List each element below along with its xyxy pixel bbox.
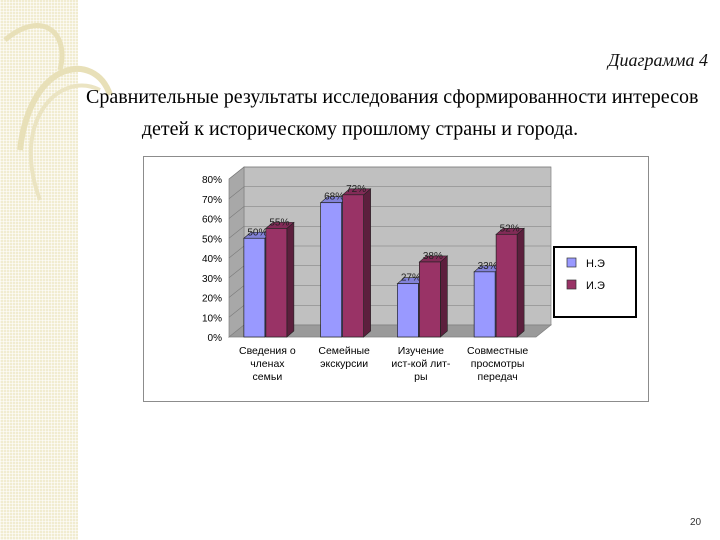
y-tick-label: 20% [202, 294, 222, 305]
data-label: 38% [423, 251, 443, 262]
x-category-label: Совместные [467, 345, 528, 357]
gridline [228, 166, 551, 180]
chart-frame: 0% 10% 20% 30% 40% 50% 60% 70% 80% 50% 55% Сведения… [143, 156, 649, 402]
bar [419, 261, 441, 338]
bar-side [286, 221, 295, 338]
y-tick-label: 30% [202, 274, 222, 285]
bar-side [363, 188, 371, 338]
x-category-label: Семейные [318, 345, 370, 357]
bar [265, 228, 288, 338]
diagram-label: Диаграмма 4 [608, 50, 708, 70]
bar [473, 271, 496, 338]
bar [495, 233, 518, 338]
data-label: 33% [478, 261, 498, 272]
bar-side [440, 255, 448, 338]
x-category-label: передач [478, 371, 518, 383]
y-tick-label: 0% [208, 333, 223, 344]
bar [243, 237, 266, 338]
data-label: 27% [401, 273, 421, 284]
gridline [228, 206, 551, 219]
x-category-label: членах [250, 358, 285, 370]
y-tick-label: 80% [202, 175, 222, 186]
bar-side [516, 227, 525, 338]
y-tick-label: 50% [202, 234, 222, 245]
page-number: 20 [690, 517, 702, 528]
x-category-label: семьи [253, 371, 283, 383]
bar [320, 202, 342, 338]
gridline [228, 225, 551, 239]
legend-label: Н.Э [586, 258, 605, 270]
x-category-label: Изучение [398, 345, 444, 357]
bar-chart: 0%10%20%30%40%50%60%70%80%50%55%Сведения… [202, 166, 637, 383]
x-category-label: ист-кой лит- [391, 358, 451, 370]
decorative-swirls [3, 23, 113, 201]
y-tick-label: 70% [202, 195, 222, 206]
data-label: 50% [247, 227, 267, 238]
legend-swatch [566, 279, 577, 290]
data-label: 68% [324, 192, 344, 203]
legend-swatch [566, 257, 577, 268]
bar [397, 283, 419, 338]
y-tick-label: 60% [202, 215, 222, 226]
y-tick-label: 10% [202, 313, 222, 324]
data-label: 72% [346, 184, 366, 195]
chart-title-line-1: Сравнительные результаты исследования сф… [86, 86, 699, 108]
legend-label: И.Э [586, 280, 605, 292]
x-category-label: Сведения о [239, 345, 296, 357]
x-category-label: экскурсии [320, 358, 368, 370]
chart-title-line-2: детей к историческому прошлому страны и … [141, 118, 579, 140]
bar [342, 194, 364, 338]
data-label: 55% [269, 217, 289, 228]
x-category-label: ры [414, 371, 427, 383]
y-tick-label: 40% [202, 254, 222, 265]
x-category-label: просмотры [471, 358, 525, 370]
data-label: 52% [500, 223, 520, 234]
gridline [228, 186, 551, 199]
